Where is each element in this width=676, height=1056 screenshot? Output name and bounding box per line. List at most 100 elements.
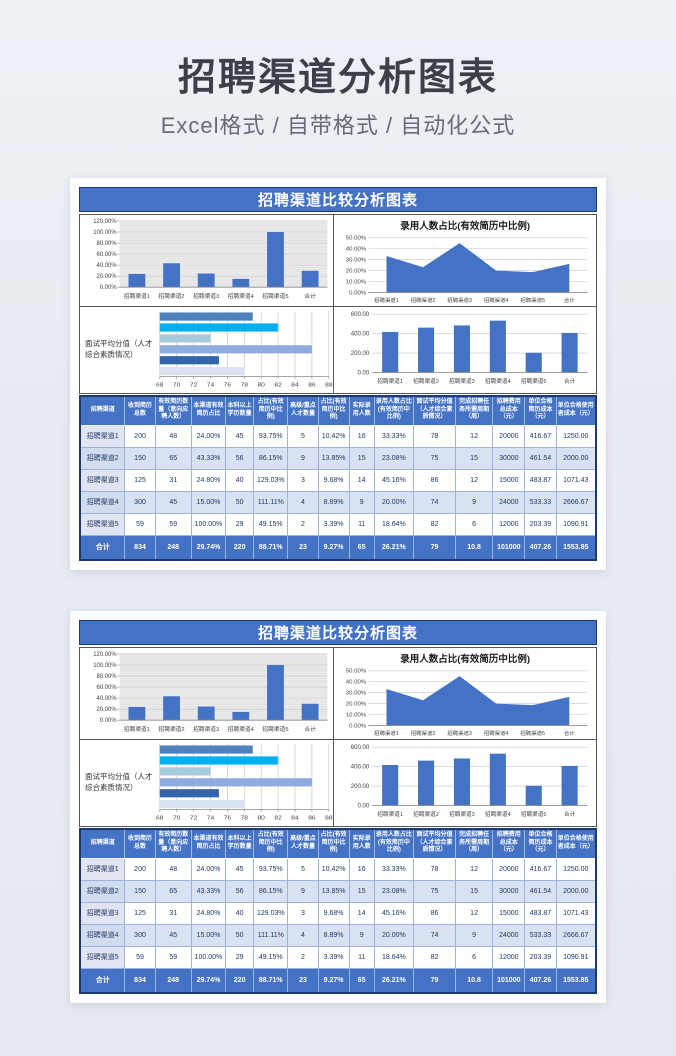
svg-text:合计: 合计 (304, 292, 316, 300)
svg-text:招聘渠道2: 招聘渠道2 (159, 292, 185, 300)
svg-text:0.00: 0.00 (358, 369, 370, 376)
table-cell: 49.15% (253, 945, 289, 969)
svg-text:200.00: 200.00 (351, 783, 370, 790)
svg-text:70: 70 (173, 381, 181, 387)
total-cell: 1553.85 (555, 534, 597, 561)
svg-text:20.00%: 20.00% (346, 701, 367, 707)
hired-share-area-chart: 0.00% 10.00% 20.00% 30.00% 40.00% 50.00% 招聘渠道1… (346, 235, 588, 304)
table-cell: 59 (154, 512, 192, 536)
svg-text:招聘渠道2: 招聘渠道2 (414, 376, 440, 384)
svg-text:40.00%: 40.00% (346, 246, 367, 252)
row-label: 招聘渠道4 (79, 490, 126, 514)
svg-text:76: 76 (223, 381, 231, 387)
table-cell: 56 (225, 446, 255, 470)
table-cell: 82 (413, 512, 456, 536)
svg-text:68: 68 (156, 381, 164, 387)
table-cell: 74 (413, 490, 456, 514)
table-cell: 24000 (492, 923, 526, 947)
table-cell: 6 (454, 512, 494, 536)
column-header: 本渠道有效简历占比 (190, 395, 227, 426)
svg-text:招聘渠道2: 招聘渠道2 (411, 729, 436, 737)
dashboard-card: 招聘渠道比较分析图表 0.00% 20.00% 40.00% 60.00% 80.00%… (70, 610, 606, 1003)
svg-text:招聘渠道2: 招聘渠道2 (411, 296, 436, 304)
total-cell: 407.26 (524, 534, 557, 561)
table-cell: 31 (154, 468, 192, 492)
total-cell: 26.21% (373, 967, 415, 994)
dashboard-card: 招聘渠道比较分析图表 0.00% 20.00% 40.00% 60.00% 80.00%… (70, 177, 606, 570)
table-cell: 203.39 (524, 945, 557, 969)
table-cell: 15 (348, 446, 375, 470)
total-cell: 23 (287, 534, 319, 561)
table-cell: 29 (225, 512, 255, 536)
table-cell: 9 (454, 490, 494, 514)
table-cell: 59 (124, 945, 156, 969)
table-cell: 20.00% (373, 923, 415, 947)
row-label: 招聘渠道5 (79, 945, 126, 969)
chart-interview-score: 面试平均分值（人才综合素质情况） 68 70 72 74 76 78 80 82 84 86 88 (80, 739, 335, 826)
table-cell: 30000 (492, 446, 526, 470)
column-header: 实际录用人数 (348, 395, 375, 426)
svg-text:招聘渠道5: 招聘渠道5 (521, 296, 546, 304)
column-header: 录用人数占比(有效简历中比例) (373, 395, 415, 426)
table-cell: 9.68% (317, 468, 350, 492)
svg-text:招聘渠道3: 招聘渠道3 (448, 729, 473, 737)
table-cell: 15000 (492, 901, 526, 925)
table-cell: 12 (454, 468, 494, 492)
table-cell: 24.00% (190, 424, 227, 448)
svg-text:600.00: 600.00 (351, 744, 370, 751)
table-cell: 100.00% (190, 945, 227, 969)
table-cell: 1071.43 (555, 901, 597, 925)
table-cell: 15 (454, 879, 494, 903)
svg-text:40.00%: 40.00% (346, 679, 367, 685)
column-header: 单位合格使用者成本（元） (555, 828, 597, 859)
svg-text:招聘渠道4: 招聘渠道4 (484, 296, 509, 304)
svg-text:600.00: 600.00 (351, 311, 370, 318)
total-cell: 834 (124, 534, 156, 561)
total-cell: 407.26 (524, 967, 557, 994)
column-header: 有效简历数量（意向应聘人数） (154, 395, 192, 426)
total-cell: 220 (225, 967, 255, 994)
table-cell: 48 (154, 857, 192, 881)
table-cell: 93.75% (253, 857, 289, 881)
area-chart-title: 录用人数占比(有效简历中比例) (400, 653, 531, 665)
table-cell: 8.89% (317, 490, 350, 514)
svg-text:招聘渠道5: 招聘渠道5 (521, 729, 546, 737)
table-total-row: 合计 834 248 29.74% 220 88.71% 23 9.27% 65 26.21% 79… (79, 534, 597, 561)
table-cell: 150 (124, 879, 156, 903)
column-header: 单位合格使用者成本（元） (555, 395, 597, 426)
table-cell: 74 (413, 923, 456, 947)
svg-text:50.00%: 50.00% (346, 668, 367, 674)
table-cell: 11 (348, 945, 375, 969)
svg-text:招聘渠道3: 招聘渠道3 (450, 376, 476, 384)
table-cell: 125 (124, 901, 156, 925)
interview-score-hbar-chart: 68 70 72 74 76 78 80 82 84 86 88 (156, 743, 333, 821)
column-header: 高级/重点人才数量 (287, 395, 319, 426)
svg-text:20.00%: 20.00% (97, 274, 118, 280)
svg-text:招聘渠道5: 招聘渠道5 (521, 809, 547, 817)
table-cell: 82 (413, 945, 456, 969)
total-cell: 79 (413, 534, 456, 561)
table-cell: 203.39 (524, 512, 557, 536)
column-header: 完成招聘任务所需周期（周） (454, 395, 494, 426)
table-cell: 65 (154, 446, 192, 470)
table-row: 招聘渠道4 300 45 15.00% 50 111.11% 4 8.89% 9 20.00% 74… (79, 923, 597, 947)
table-cell: 48 (154, 424, 192, 448)
interview-score-axis-label: 面试平均分值（人才综合素质情况） (85, 339, 153, 359)
charts-grid: 0.00% 20.00% 40.00% 60.00% 80.00% 100.00% 120.… (79, 213, 597, 394)
svg-text:72: 72 (190, 814, 198, 820)
svg-text:合计: 合计 (564, 376, 576, 384)
svg-text:82: 82 (274, 381, 282, 387)
svg-text:招聘渠道2: 招聘渠道2 (414, 809, 440, 817)
table-cell: 111.11% (253, 490, 289, 514)
table-cell: 49.15% (253, 512, 289, 536)
column-header: 占比(有效简历中比例) (317, 395, 350, 426)
table-cell: 13.85% (317, 446, 350, 470)
table-cell: 300 (124, 923, 156, 947)
column-header: 面试平均分值（人才综合素质情况） (413, 828, 456, 859)
table-cell: 1071.43 (555, 468, 597, 492)
total-row-label: 合计 (79, 534, 126, 561)
unit-cost-bar-chart: 0.00 200.00 400.00 600.00 招聘渠道1 招聘渠道2 招聘渠道3 招聘渠… (351, 744, 588, 817)
total-cell: 10.8 (454, 534, 494, 561)
table-cell: 9 (287, 446, 319, 470)
svg-text:50.00%: 50.00% (346, 235, 367, 241)
